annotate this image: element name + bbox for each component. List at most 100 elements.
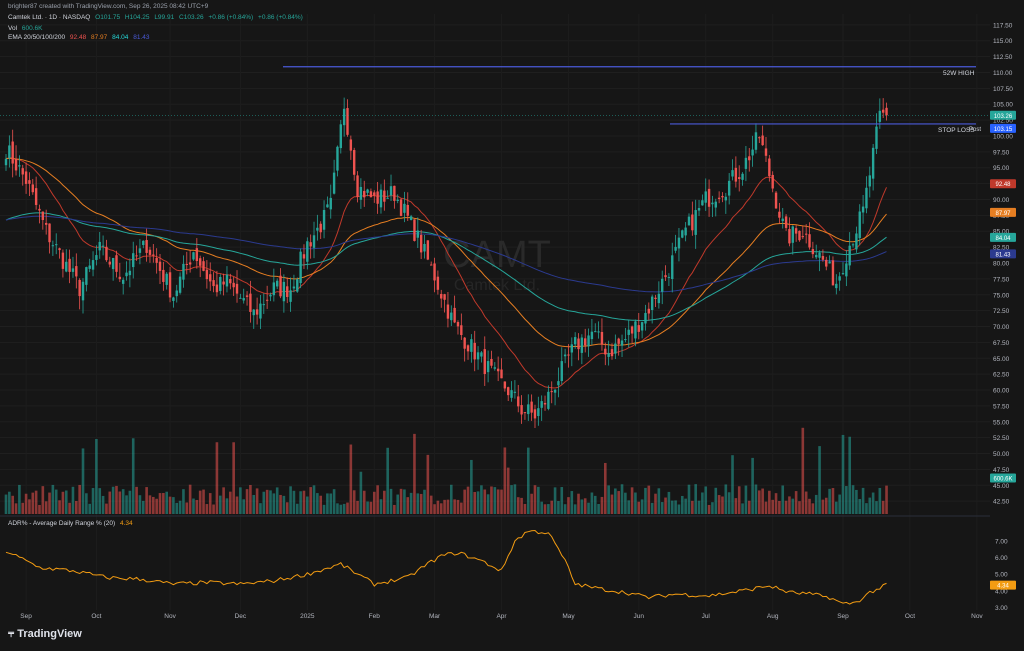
time-tick-label: Feb bbox=[369, 613, 381, 620]
volume-bar bbox=[232, 442, 235, 514]
volume-bar bbox=[848, 436, 851, 514]
volume-bar bbox=[808, 498, 811, 514]
price-tick-label: 82.50 bbox=[993, 245, 1010, 252]
volume-bar bbox=[299, 491, 302, 514]
volume-bar bbox=[439, 503, 443, 514]
candle-body bbox=[383, 190, 386, 202]
volume-bar bbox=[316, 493, 319, 514]
price-levels[interactable]: 52W HIGH STOP LOSS bbox=[0, 66, 990, 134]
candle-body bbox=[249, 293, 252, 312]
volume-bar bbox=[339, 504, 343, 514]
candle-body bbox=[661, 278, 664, 292]
candle-body bbox=[691, 214, 694, 231]
volume-bar bbox=[383, 490, 386, 514]
symbol-legend[interactable]: Camtek Ltd. · 1D · NASDAQ O101.75 H104.2… bbox=[8, 14, 306, 21]
volume-bar bbox=[239, 487, 242, 514]
ema-badge-bg bbox=[990, 232, 1016, 242]
candle-body bbox=[573, 337, 577, 345]
candle-body bbox=[724, 196, 728, 201]
candle-body bbox=[875, 126, 878, 149]
candle-body bbox=[125, 272, 128, 277]
volume-bar bbox=[768, 490, 771, 514]
candle-body bbox=[165, 273, 168, 285]
candle-body bbox=[376, 191, 379, 204]
time-tick-label: Nov bbox=[971, 613, 983, 620]
ema-20-value: 92.48 bbox=[69, 34, 87, 41]
volume-bar bbox=[389, 488, 393, 514]
price-tick-label: 72.50 bbox=[993, 308, 1010, 315]
candle-body bbox=[503, 381, 507, 389]
adr-legend[interactable]: ADR% - Average Daily Range % (20) 4.34 bbox=[8, 520, 136, 527]
candle-body bbox=[711, 202, 714, 205]
candle-body bbox=[537, 408, 540, 416]
volume-bar bbox=[610, 494, 614, 514]
volume-bar bbox=[329, 493, 333, 514]
candle-body bbox=[299, 251, 302, 284]
candle-body bbox=[386, 197, 389, 199]
volume-legend[interactable]: Vol 600.6K bbox=[8, 25, 45, 32]
price-tick-label: 80.00 bbox=[993, 261, 1010, 268]
adr-axis[interactable]: 7.00 6.00 5.00 4.00 3.00 bbox=[995, 538, 1008, 611]
volume-bar bbox=[824, 497, 828, 514]
candle-body bbox=[815, 254, 818, 258]
volume-bar bbox=[563, 504, 567, 514]
candle-body bbox=[476, 352, 480, 360]
volume-bar bbox=[71, 486, 75, 514]
volume-bar bbox=[31, 492, 35, 514]
volume-bar bbox=[208, 493, 212, 514]
volume-bar bbox=[265, 489, 269, 514]
volume-bar bbox=[721, 496, 724, 514]
candle-body bbox=[48, 223, 51, 243]
price-tick-label: 55.00 bbox=[993, 419, 1010, 426]
volume-bar bbox=[667, 491, 671, 514]
price-tick-label: 47.50 bbox=[993, 467, 1010, 474]
volume-bar bbox=[8, 491, 11, 514]
candle-body bbox=[597, 331, 600, 333]
candle-body bbox=[192, 252, 195, 260]
candle-body bbox=[781, 218, 784, 222]
price-axis[interactable]: 117.50 115.00 112.50 110.00 107.50 105.00 102.… bbox=[993, 22, 1013, 505]
candle-body bbox=[406, 204, 409, 216]
ema-legend[interactable]: EMA 20/50/100/200 92.48 87.97 84.04 81.4… bbox=[8, 34, 152, 41]
volume-bar bbox=[416, 493, 420, 514]
time-axis[interactable]: Sep Oct Nov Dec 2025 Feb Mar Apr May Jun Jul Aug Sep… bbox=[20, 613, 983, 620]
candle-body bbox=[841, 273, 845, 275]
volume-bar bbox=[496, 489, 500, 514]
volume-bar bbox=[332, 489, 336, 514]
candle-body bbox=[470, 339, 473, 352]
candle-body bbox=[527, 404, 530, 415]
tradingview-logo[interactable]: ⫧ TradingView bbox=[8, 628, 82, 641]
adr-line bbox=[5, 529, 887, 605]
candle-body bbox=[774, 192, 778, 209]
candle-body bbox=[342, 108, 346, 126]
candle-body bbox=[332, 172, 336, 194]
volume-bar bbox=[758, 490, 761, 514]
volume-bar bbox=[804, 491, 808, 514]
candle-body bbox=[758, 137, 761, 139]
volume-bar bbox=[470, 459, 473, 514]
candle-body bbox=[359, 186, 363, 200]
volume-bar bbox=[657, 488, 661, 514]
candle-body bbox=[209, 274, 212, 282]
time-tick-label: Apr bbox=[496, 613, 507, 620]
volume-bar bbox=[828, 488, 831, 514]
candle-body bbox=[252, 309, 255, 316]
candle-body bbox=[373, 192, 376, 196]
candle-body bbox=[61, 252, 65, 269]
candle-body bbox=[162, 269, 165, 282]
volume-bar bbox=[634, 492, 637, 514]
volume-bar bbox=[359, 471, 363, 514]
volume-bar bbox=[577, 493, 580, 514]
candle-body bbox=[580, 337, 584, 353]
candle-body bbox=[671, 255, 674, 280]
volume-bar bbox=[406, 497, 410, 514]
candle-body bbox=[51, 245, 55, 247]
volume-bar bbox=[44, 501, 48, 514]
price-tick-label: 85.00 bbox=[993, 229, 1010, 236]
volume-bar bbox=[141, 500, 145, 514]
candle-body bbox=[861, 206, 865, 213]
candle-body bbox=[835, 283, 838, 289]
volume-bar bbox=[771, 499, 774, 514]
volume-bar bbox=[376, 485, 379, 514]
